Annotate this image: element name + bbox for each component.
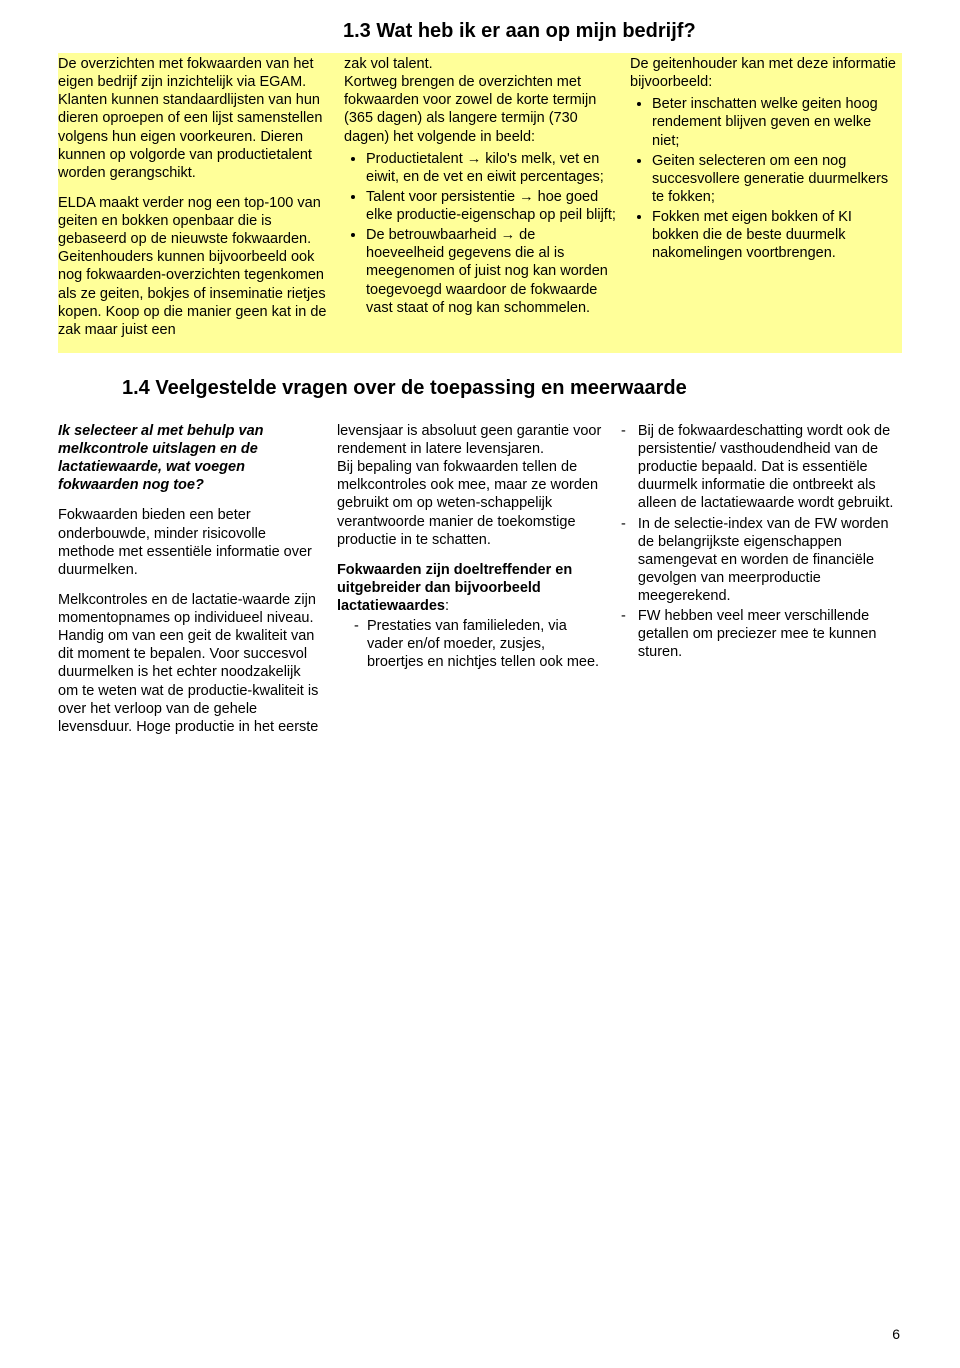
list-item: Bij de fokwaardeschatting wordt ook de p… — [638, 422, 902, 513]
list-item: Geiten selecteren om een nog succesvolle… — [652, 152, 902, 206]
page-number: 6 — [892, 1326, 900, 1342]
body-text: : — [445, 598, 449, 614]
hyphen-list: Bij de fokwaardeschatting wordt ook de p… — [616, 422, 902, 662]
section-1-3-col-1: De overzichten met fokwaarden van het ei… — [58, 55, 330, 339]
section-1-3-title: 1.3 Wat heb ik er aan op mijn bedrijf? — [58, 20, 902, 43]
list-item: De betrouwbaarheid → de hoeveelheid gege… — [366, 226, 616, 317]
body-text: Bij bepaling van fokwaarden tellen de me… — [337, 458, 602, 549]
list-item: Beter inschatten welke geiten hoog rende… — [652, 95, 902, 149]
body-text: De geitenhouder kan met deze informatie … — [630, 55, 902, 91]
body-text: De overzichten met fokwaarden van het ei… — [58, 55, 330, 182]
list-item: Productietalent → kilo's melk, vet en ei… — [366, 150, 616, 186]
highlight-block: De overzichten met fokwaarden van het ei… — [58, 53, 902, 353]
section-1-3-col-2: zak vol talent. Kortweg brengen de overz… — [344, 55, 616, 329]
section-1-3-col-3: De geitenhouder kan met deze informatie … — [630, 55, 902, 274]
body-text: Fokwaarden zijn doeltreffender en uitgeb… — [337, 561, 602, 615]
section-1-4-col-2: levensjaar is absoluut geen garantie voo… — [337, 422, 602, 684]
body-text: Kortweg brengen de overzichten met fokwa… — [344, 73, 616, 146]
section-1-4-columns: Ik selecteer al met behulp van melkcontr… — [58, 422, 902, 736]
list-item: Talent voor persistentie → hoe goed elke… — [366, 188, 616, 224]
body-text: levensjaar is absoluut geen garantie voo… — [337, 422, 602, 458]
section-1-3-columns: De overzichten met fokwaarden van het ei… — [58, 55, 902, 339]
section-1-4-col-1: Ik selecteer al met behulp van melkcontr… — [58, 422, 323, 736]
list-item: Prestaties van familieleden, via vader e… — [367, 617, 602, 671]
list-item: FW hebben veel meer verschillende getall… — [638, 607, 902, 661]
body-text: ELDA maakt verder nog een top-100 van ge… — [58, 194, 330, 339]
list-item: Fokken met eigen bokken of KI bokken die… — [652, 208, 902, 262]
faq-question: Ik selecteer al met behulp van melkcontr… — [58, 422, 323, 495]
bullet-list: Beter inschatten welke geiten hoog rende… — [630, 95, 902, 262]
section-1-4-title: 1.4 Veelgestelde vragen over de toepassi… — [58, 377, 902, 400]
bullet-list: Productietalent → kilo's melk, vet en ei… — [344, 150, 616, 317]
body-text: Fokwaarden bieden een beter onderbouwde,… — [58, 506, 323, 579]
emphasis: Fokwaarden zijn doeltreffender en uitgeb… — [337, 562, 572, 614]
hyphen-list: Prestaties van familieleden, via vader e… — [337, 617, 602, 671]
section-1-4-col-3: Bij de fokwaardeschatting wordt ook de p… — [616, 422, 902, 674]
list-item: In de selectie-index van de FW worden de… — [638, 515, 902, 606]
body-text: Melkcontroles en de lactatie-waarde zijn… — [58, 591, 323, 736]
body-text: zak vol talent. — [344, 55, 616, 73]
page: 1.3 Wat heb ik er aan op mijn bedrijf? D… — [0, 0, 960, 1368]
